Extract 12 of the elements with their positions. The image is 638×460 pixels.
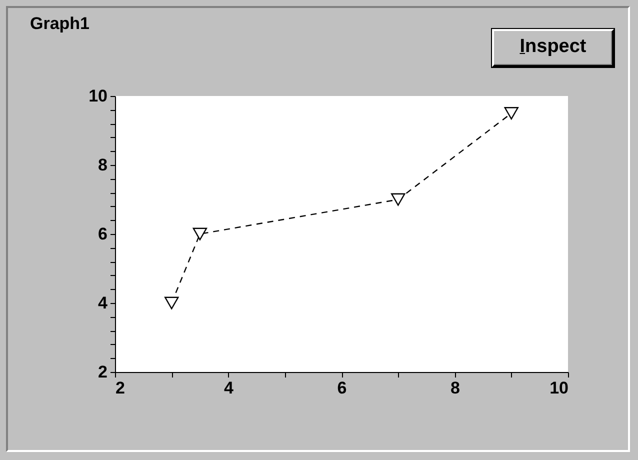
- x-tick-label: 6: [337, 378, 347, 398]
- x-tick-label: 10: [550, 378, 568, 398]
- chart-title: Graph1: [30, 14, 90, 34]
- y-tick-label: 10: [88, 86, 108, 106]
- x-tick-label: 8: [450, 378, 460, 398]
- x-tick-label: 2: [116, 378, 125, 398]
- x-tick-label: 4: [224, 378, 234, 398]
- y-tick-label: 2: [98, 362, 108, 382]
- text: Inspect: [492, 29, 614, 67]
- y-tick-label: 8: [98, 156, 108, 174]
- y-tick-label: 6: [98, 224, 108, 244]
- y-tick-label: 4: [98, 294, 108, 312]
